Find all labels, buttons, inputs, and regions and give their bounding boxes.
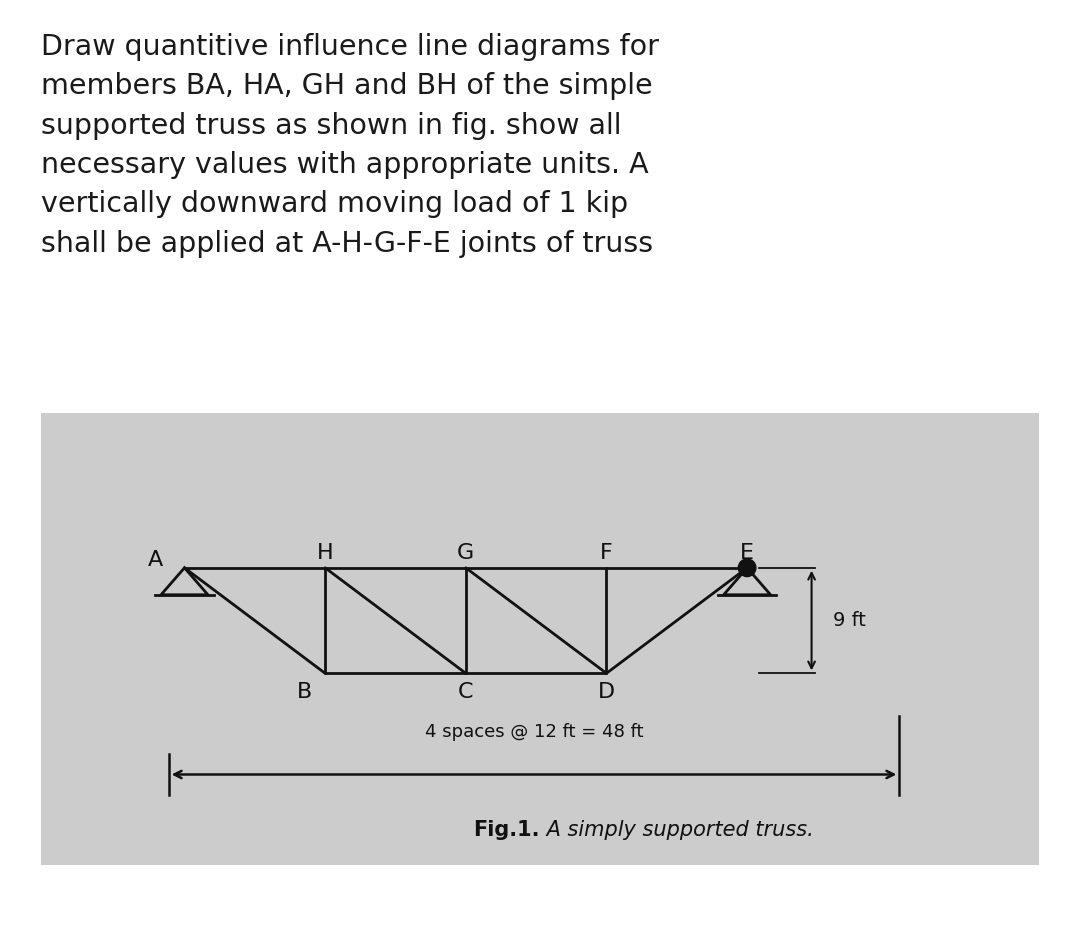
Text: A simply supported truss.: A simply supported truss.	[540, 820, 813, 840]
Text: Draw quantitive influence line diagrams for
members BA, HA, GH and BH of the sim: Draw quantitive influence line diagrams …	[41, 33, 659, 258]
Text: G: G	[457, 542, 474, 563]
Text: A: A	[148, 550, 163, 569]
Text: B: B	[296, 682, 312, 702]
Text: D: D	[598, 682, 615, 702]
Text: 9 ft: 9 ft	[833, 611, 865, 630]
Text: 4 spaces @ 12 ft = 48 ft: 4 spaces @ 12 ft = 48 ft	[424, 722, 644, 741]
Text: Fig.1.: Fig.1.	[473, 820, 540, 840]
Text: H: H	[316, 542, 334, 563]
Text: C: C	[458, 682, 473, 702]
Circle shape	[739, 559, 756, 577]
Text: F: F	[600, 542, 612, 563]
Text: E: E	[740, 542, 754, 563]
